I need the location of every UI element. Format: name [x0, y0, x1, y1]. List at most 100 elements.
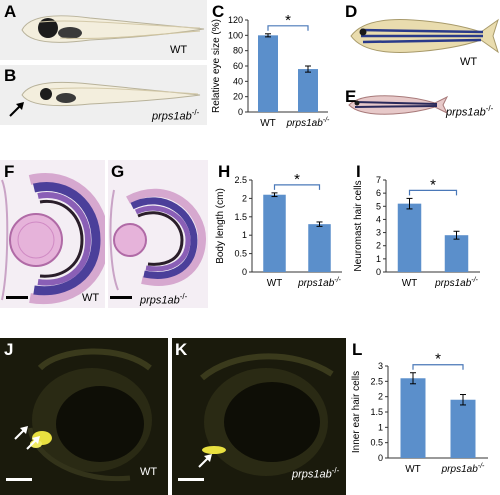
x-tick-label: prps1ab-/- [434, 277, 478, 289]
x-tick-label: WT [402, 278, 418, 289]
chart-l: 0 0.5 1 1.5 2 2.5 3 Inner ear hair cells WT prps1… [351, 351, 488, 475]
y-tick-label: 3 [376, 228, 381, 238]
bar [258, 35, 278, 112]
chart-c: 0 20 40 60 80 100 120 Relative eye size (%) WT pr… [211, 14, 330, 129]
panel-j-genotype: WT [140, 466, 158, 478]
panel-g-label: G [111, 162, 125, 181]
y-tick-label: 0 [378, 453, 383, 463]
panel-g-genotype: prps1ab-/- [140, 292, 188, 307]
significance-marker: * [285, 14, 291, 29]
panel-d-image [343, 0, 500, 72]
x-tick-label: WT [405, 464, 421, 475]
y-axis-label: Body length (cm) [215, 188, 226, 264]
scale-bar [178, 478, 204, 481]
y-tick-label: 0.5 [234, 249, 247, 259]
x-tick-label: prps1ab-/- [286, 117, 330, 129]
significance-bracket [408, 189, 458, 196]
y-tick-label: 2.5 [370, 376, 383, 386]
mutant-larva-illustration [21, 81, 201, 107]
chart-h: 0 0.5 1 1.5 2 2.5 Body length (cm) WT prps1ab-/-… [215, 172, 342, 289]
chart-i: 0 1 2 3 4 5 6 7 Neuromast hair cells WT prps1ab-/-… [353, 175, 480, 289]
y-tick-label: 2 [376, 241, 381, 251]
y-tick-label: 2.5 [234, 175, 247, 185]
panel-a-image [0, 0, 207, 60]
panel-i-label: I [356, 162, 361, 181]
y-tick-label: 1.5 [234, 212, 247, 222]
panel-f-genotype: WT [82, 292, 100, 304]
panel-a-label: A [4, 2, 17, 21]
panel-e-genotype: prps1ab-/- [446, 104, 494, 119]
bar [450, 399, 476, 458]
y-tick-label: 2 [378, 392, 383, 402]
wt-eye-histology-illustration [1, 173, 105, 305]
x-tick-label: WT [260, 118, 276, 129]
panel-g-image [108, 160, 208, 308]
scale-bar [6, 478, 32, 481]
y-axis-label: Neuromast hair cells [353, 180, 364, 271]
x-tick-label: prps1ab-/- [297, 277, 341, 289]
significance-marker: * [430, 176, 436, 193]
significance-bracket [273, 184, 321, 190]
panel-b-genotype: prps1ab-/- [152, 108, 200, 123]
panel-k-genotype: prps1ab-/- [292, 466, 340, 481]
panel-e-image [343, 85, 500, 125]
y-tick-label: 1 [378, 422, 383, 432]
y-tick-label: 1.5 [370, 407, 383, 417]
arrow-icon [9, 102, 24, 117]
y-tick-label: 120 [228, 15, 243, 25]
panel-d-genotype: WT [460, 56, 478, 68]
bar [400, 378, 426, 458]
panel-h-label: H [218, 162, 231, 181]
y-tick-label: 100 [228, 30, 243, 40]
y-tick-label: 0 [376, 267, 381, 277]
y-tick-label: 20 [233, 92, 243, 102]
x-tick-label: prps1ab-/- [441, 463, 485, 475]
significance-bracket [412, 364, 464, 370]
y-tick-label: 2 [242, 193, 247, 203]
wt-adult-fish-illustration [350, 18, 499, 54]
y-tick-label: 1 [376, 254, 381, 264]
panel-j-image [0, 338, 168, 495]
scale-bar [110, 296, 132, 299]
y-axis-label: Inner ear hair cells [351, 371, 362, 453]
wt-confocal-illustration [27, 348, 152, 482]
bar [263, 194, 286, 272]
panel-e-label: E [345, 87, 357, 106]
panel-b-image [0, 65, 207, 125]
panel-k-label: K [175, 340, 188, 359]
mutant-confocal-illustration [200, 353, 334, 476]
panel-j-label: J [4, 340, 14, 359]
bar [308, 224, 331, 272]
mutant-eye-histology-illustration [109, 188, 207, 291]
significance-marker: * [294, 172, 300, 188]
panel-f-label: F [4, 162, 15, 181]
y-tick-label: 0 [242, 267, 247, 277]
y-tick-label: 5 [376, 201, 381, 211]
mutant-adult-fish-illustration [348, 95, 449, 115]
y-tick-label: 0 [238, 107, 243, 117]
x-tick-label: WT [267, 278, 283, 289]
significance-marker: * [435, 351, 441, 368]
y-tick-label: 80 [233, 46, 243, 56]
panel-a-genotype: WT [170, 44, 188, 56]
significance-bracket [267, 25, 309, 31]
y-tick-label: 3 [378, 361, 383, 371]
bar [298, 69, 318, 112]
panel-d-label: D [345, 2, 358, 21]
bar [444, 235, 469, 272]
y-tick-label: 6 [376, 188, 381, 198]
wt-larva-illustration [21, 15, 205, 43]
arrow-icon [14, 426, 28, 440]
y-tick-label: 1 [242, 230, 247, 240]
scale-bar [6, 296, 28, 299]
panel-f-image [0, 160, 105, 308]
y-tick-label: 7 [376, 175, 381, 185]
y-axis-label: Relative eye size (%) [211, 19, 222, 113]
bar [397, 203, 422, 272]
y-tick-label: 4 [376, 214, 381, 224]
y-tick-label: 60 [233, 61, 243, 71]
panel-b-label: B [4, 66, 17, 85]
arrow-icon [198, 454, 212, 468]
panel-l-label: L [352, 340, 363, 359]
panel-c-label: C [212, 2, 225, 21]
